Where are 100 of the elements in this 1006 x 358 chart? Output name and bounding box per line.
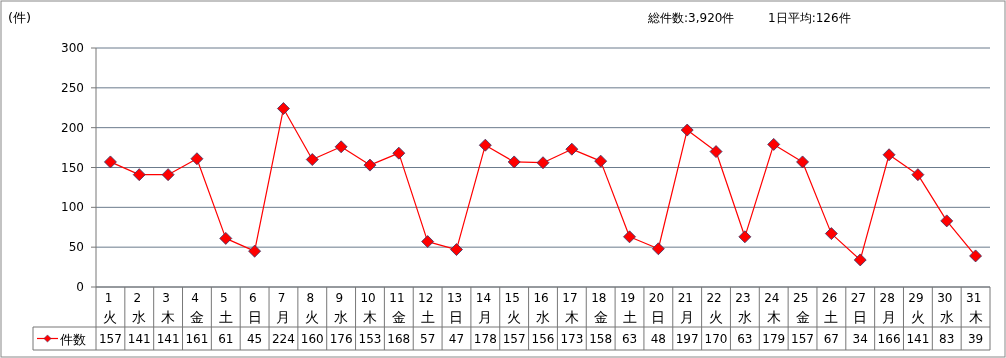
y-tick-label: 300 <box>61 41 84 55</box>
point <box>882 148 896 162</box>
x-tick-label: 21 月 <box>677 291 697 325</box>
y-tick-label: 50 <box>68 240 84 255</box>
point <box>161 168 175 182</box>
x-tick-label: 7 月 <box>276 291 291 325</box>
point <box>738 230 752 244</box>
data-label: 153 <box>358 332 382 346</box>
data-label: 156 <box>531 332 555 346</box>
data-label: 83 <box>939 332 955 346</box>
x-tick-label: 17 木 <box>562 291 582 325</box>
x-tick-label: 27 日 <box>850 291 870 325</box>
point <box>392 146 406 160</box>
x-tick-label: 18 金 <box>591 291 611 325</box>
point <box>911 168 925 182</box>
data-label: 176 <box>329 332 353 346</box>
x-tick-label: 16 水 <box>533 291 553 325</box>
data-label: 47 <box>448 332 465 346</box>
x-tick-label: 22 火 <box>706 291 726 325</box>
data-label: 157 <box>791 332 814 346</box>
x-tick-label: 25 金 <box>793 291 813 325</box>
data-label: 67 <box>823 332 840 346</box>
x-tick-label: 31 木 <box>966 291 986 325</box>
data-label: 141 <box>127 332 151 346</box>
point <box>853 253 867 267</box>
x-tick-label: 9 水 <box>334 291 349 325</box>
x-tick-label: 14 月 <box>475 291 495 325</box>
x-tick-label: 6 日 <box>247 291 262 325</box>
data-label: 34 <box>852 332 868 346</box>
point <box>623 230 636 244</box>
data-label: 48 <box>650 332 666 346</box>
point <box>651 242 665 256</box>
point <box>969 249 982 263</box>
y-tick-label: 150 <box>61 160 84 175</box>
data-label: 170 <box>704 332 728 346</box>
x-tick-label: 24 木 <box>764 291 784 325</box>
data-label: 179 <box>762 332 786 346</box>
point <box>536 156 550 170</box>
y-tick-label: 250 <box>61 80 84 95</box>
point <box>507 155 521 169</box>
point <box>824 227 838 241</box>
x-tick-label: 2 水 <box>132 291 147 325</box>
x-tick-label: 3 木 <box>161 291 176 325</box>
data-label: 161 <box>185 332 209 346</box>
y-tick-label: 100 <box>61 200 84 215</box>
point <box>594 154 608 168</box>
data-label: 166 <box>877 332 901 346</box>
point <box>421 235 435 248</box>
x-tick-label: 23 水 <box>735 291 755 325</box>
data-label: 160 <box>300 332 324 346</box>
point <box>565 142 579 156</box>
y-axis-title: (件) <box>8 10 32 25</box>
point <box>680 123 694 137</box>
data-label: 45 <box>246 332 263 346</box>
x-tick-label: 30 水 <box>937 291 957 325</box>
point <box>363 158 377 172</box>
x-tick-label: 10 木 <box>360 291 380 325</box>
data-label: 63 <box>737 332 753 346</box>
legend: 件数 <box>36 331 86 347</box>
point <box>709 145 723 158</box>
point <box>190 152 204 166</box>
data-label: 168 <box>387 332 411 346</box>
legend-label: 件数 <box>60 331 86 347</box>
data-label: 63 <box>621 332 638 346</box>
x-tick-label: 15 火 <box>504 291 524 325</box>
data-label: 158 <box>589 332 613 346</box>
text: 1日平均:126件 <box>768 11 851 25</box>
point <box>478 138 492 152</box>
data-label: 197 <box>675 332 699 346</box>
data-label: 224 <box>272 332 295 346</box>
x-tick-label: 5 土 <box>218 291 233 325</box>
x-tick-label: 1 火 <box>103 291 118 325</box>
data-label: 157 <box>98 332 122 346</box>
point <box>334 140 348 154</box>
point <box>277 102 290 115</box>
point <box>305 153 319 166</box>
data-label: 61 <box>218 332 234 346</box>
data-label: 39 <box>967 332 984 346</box>
x-tick-label: 28 月 <box>879 291 899 325</box>
y-tick-label: 0 <box>76 280 84 294</box>
point <box>450 243 463 256</box>
point <box>248 244 262 258</box>
x-tick-label: 4 金 <box>189 291 204 325</box>
data-label: 141 <box>156 332 180 346</box>
data-label: 141 <box>906 332 930 346</box>
data-label: 178 <box>473 332 497 346</box>
point <box>796 155 809 169</box>
data-label: 57 <box>420 332 436 346</box>
y-tick-label: 200 <box>61 120 84 135</box>
text: 総件数:3,920件 <box>647 11 735 25</box>
x-tick-label: 26 土 <box>821 291 841 325</box>
point <box>940 214 954 228</box>
point <box>767 138 781 151</box>
point <box>132 168 146 182</box>
data-label: 173 <box>560 332 584 346</box>
x-tick-label: 19 土 <box>619 291 640 325</box>
x-tick-label: 11 金 <box>389 291 409 325</box>
x-tick-label: 20 日 <box>648 291 668 325</box>
point <box>219 232 233 245</box>
point <box>104 155 117 169</box>
